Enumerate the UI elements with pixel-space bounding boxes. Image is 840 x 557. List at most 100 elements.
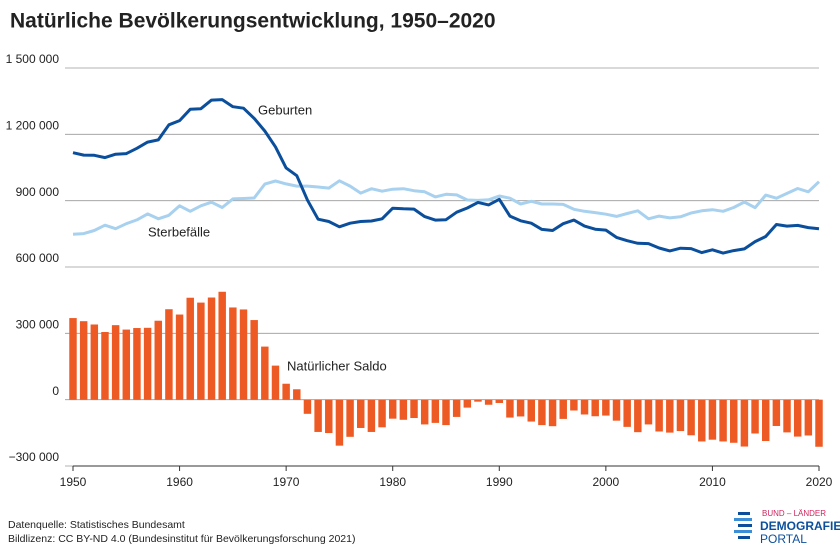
bar: [378, 399, 386, 428]
bar: [79, 321, 88, 400]
bar: [218, 291, 226, 400]
bar: [367, 399, 376, 432]
y-tick-label: 1 200 000: [6, 119, 60, 133]
bar: [186, 297, 194, 400]
series-label: Sterbefälle: [148, 224, 210, 239]
logo-stripe: [734, 530, 752, 533]
bar: [357, 399, 365, 428]
x-tick-label: 2010: [699, 475, 726, 489]
logo-stripe: [738, 536, 750, 539]
bar: [527, 399, 535, 422]
bar: [229, 307, 237, 400]
bar: [708, 399, 717, 440]
series-label: Geburten: [258, 102, 312, 117]
y-tick-label: 0: [52, 384, 59, 398]
bar: [90, 324, 99, 400]
line: [72, 98, 820, 255]
logo-stripe: [738, 524, 752, 527]
bar: [559, 399, 567, 419]
y-tick-label: 300 000: [16, 318, 60, 332]
bar: [516, 399, 525, 417]
bar: [570, 399, 578, 411]
bar: [442, 399, 450, 426]
x-tick-label: 2020: [806, 475, 833, 489]
x-tick-label: 1960: [166, 475, 193, 489]
bar: [346, 399, 354, 437]
bar: [538, 399, 546, 426]
source: Datenquelle: Statistisches Bundesamt: [8, 519, 185, 531]
bar: [783, 399, 791, 433]
bar: [239, 309, 248, 400]
bar: [325, 399, 333, 434]
bar: [548, 399, 557, 427]
bar: [69, 318, 77, 400]
bar: [175, 314, 184, 400]
logo: BUND – LÄNDER DEMOGRAFIE PORTAL: [734, 509, 840, 546]
bar: [676, 399, 685, 432]
bar: [761, 399, 770, 442]
y-tick-label: 900 000: [16, 185, 60, 199]
y-tick-label: 1 500 000: [6, 52, 60, 66]
bar: [580, 399, 589, 415]
bar: [410, 399, 418, 419]
bar: [261, 346, 269, 400]
x-tick-label: 1980: [379, 475, 406, 489]
bar: [495, 399, 504, 403]
bar: [591, 399, 599, 417]
bar: [484, 399, 493, 405]
logo-text: BUND – LÄNDER: [762, 509, 826, 518]
series-label: Natürlicher Saldo: [287, 358, 387, 373]
bar: [506, 399, 514, 418]
plot-area: [69, 98, 823, 447]
bar: [420, 399, 429, 425]
logo-stripe: [738, 512, 750, 515]
bar: [474, 399, 482, 402]
bar: [197, 302, 205, 400]
bar: [740, 399, 749, 447]
x-tick-label: 1950: [60, 475, 87, 489]
bar: [431, 399, 440, 423]
x-tick-label: 2000: [593, 475, 620, 489]
bar: [730, 399, 738, 443]
bar: [655, 399, 663, 432]
bar: [634, 399, 642, 433]
bar: [463, 399, 472, 408]
bar: [399, 399, 408, 420]
chart-title: Natürliche Bevölkerungsentwicklung, 1950…: [10, 10, 496, 33]
bar: [804, 399, 813, 436]
bar: [207, 297, 216, 400]
bar: [154, 320, 162, 400]
bar: [143, 327, 152, 400]
bar: [644, 399, 653, 425]
bar: [772, 399, 781, 426]
bar: [282, 383, 290, 400]
logo-text: DEMOGRAFIE: [760, 519, 840, 533]
bar: [101, 332, 109, 400]
logo-stripe: [734, 518, 752, 521]
bar: [122, 329, 131, 400]
line: [72, 179, 821, 236]
bar: [612, 399, 621, 421]
bar: [133, 328, 141, 400]
bar: [751, 399, 759, 434]
bar: [165, 309, 173, 400]
bar: [271, 365, 280, 400]
bar: [250, 320, 258, 400]
y-tick-label: −300 000: [9, 450, 60, 464]
bar: [314, 399, 322, 432]
bar: [623, 399, 631, 427]
license: Bildlizenz: CC BY-ND 4.0 (Bundesinstitut…: [8, 533, 355, 545]
bar: [388, 399, 397, 419]
bar: [303, 399, 312, 414]
bar: [793, 399, 802, 437]
x-tick-label: 1970: [273, 475, 300, 489]
bar: [698, 399, 706, 442]
x-tick-label: 1990: [486, 475, 513, 489]
bar: [111, 325, 120, 400]
bar: [602, 399, 610, 416]
bar: [452, 399, 461, 417]
logo-text: PORTAL: [760, 532, 807, 546]
y-tick-label: 600 000: [16, 251, 60, 265]
bar: [719, 399, 727, 442]
